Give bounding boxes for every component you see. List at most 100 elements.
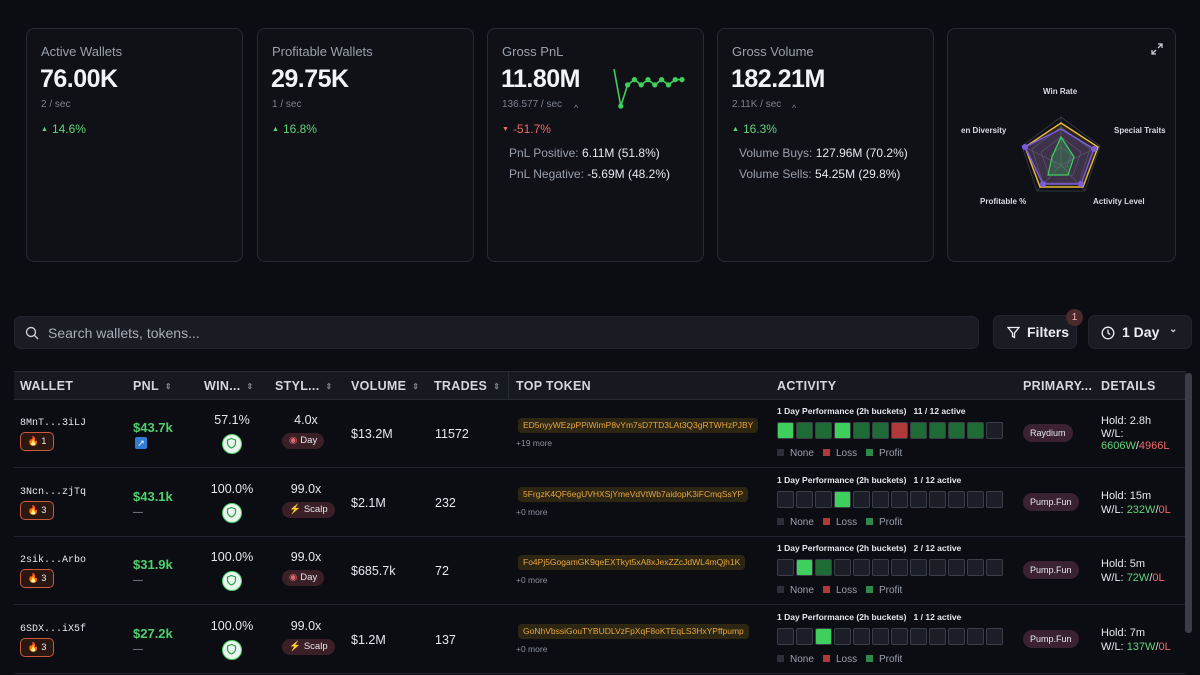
leverage: 99.0x	[290, 619, 322, 633]
activity-cell	[796, 422, 813, 439]
pnl-value: $43.1k	[133, 489, 173, 504]
wallet-address[interactable]: 6SDX...iX5f	[20, 624, 87, 635]
stat-value: 182.21M	[731, 65, 825, 93]
radar-series-purple	[1024, 128, 1095, 185]
stat-value: 11.80M	[501, 65, 581, 93]
style-badge: ⚡ Scalp	[282, 639, 335, 655]
col-details[interactable]: DETAILS	[1101, 379, 1156, 393]
fire-icon: 🔥	[27, 436, 39, 446]
wallet-address[interactable]: 8MnT...3iLJ	[20, 418, 87, 429]
chevron-down-icon: ⌄	[1169, 324, 1178, 335]
activity-cell	[853, 422, 870, 439]
more-tokens[interactable]: +0 more	[516, 575, 548, 585]
spark-point	[638, 82, 644, 88]
top-token-chip[interactable]: GoNhVbssiGouTYBUDLVzFpXqF8oKTEqLS3HxYPff…	[518, 624, 749, 639]
pnl-value: $31.9k	[133, 557, 173, 572]
filters-button[interactable]: Filters	[993, 315, 1077, 349]
rank-badge: 🔥 1	[20, 432, 54, 451]
col-trades[interactable]: TRADES ⇕	[434, 379, 501, 393]
legend-profit: Profit	[866, 517, 902, 528]
wallet-address[interactable]: 3Ncn...zjTq	[20, 487, 87, 498]
performance-title: 1 Day Performance (2h buckets) 1 / 12 ac…	[777, 475, 962, 485]
win-rate: 100.0%	[210, 619, 254, 633]
wallet-address[interactable]: 2sik...Arbo	[20, 555, 87, 566]
radar-label: Profitable %	[980, 197, 1026, 206]
legend-swatch	[777, 586, 784, 593]
pnl-value: $27.2k	[133, 626, 173, 641]
volume-buys: Volume Buys: 127.96M (70.2%)	[739, 146, 908, 160]
activity-cell	[872, 559, 889, 576]
activity-cell	[967, 559, 984, 576]
stat-card-gross-pnl: Gross PnL 11.80M 136.577 / sec ^ ▼ -51.7%…	[487, 28, 704, 262]
table-row[interactable]: 8MnT...3iLJ 🔥 1 $43.7k ↗ 57.1% 4.0x ◉ Day…	[14, 400, 1186, 468]
style-badge: ⚡ Scalp	[282, 502, 335, 518]
col-pnl[interactable]: PNL ⇕	[133, 379, 172, 393]
activity-cell	[872, 628, 889, 645]
timeframe-select[interactable]: 1 Day ⌄	[1088, 315, 1192, 349]
activity-cell	[929, 628, 946, 645]
col-wallet[interactable]: WALLET	[20, 379, 74, 393]
col-volume[interactable]: VOLUME ⇕	[351, 379, 420, 393]
top-token-chip[interactable]: 5FrgzK4QF6egUVHXSjYmeVdVtWb7aidopK3iFCmq…	[518, 487, 749, 502]
style-badge: ◉ Day	[282, 433, 325, 449]
scrollbar[interactable]	[1185, 373, 1192, 633]
stat-rate: 1 / sec	[272, 99, 302, 110]
hold-time: Hold: 15m	[1101, 490, 1152, 502]
activity-cell	[986, 491, 1003, 508]
spark-point	[665, 82, 671, 88]
style-badge: ◉ Day	[282, 570, 325, 586]
top-token-chip[interactable]: Fo4Pj5GogamGK9qeEXTkyt5xA8xJexZZcJdWL4mQ…	[518, 555, 746, 570]
legend-swatch	[823, 655, 830, 662]
hold-time: Hold: 7m	[1101, 627, 1146, 639]
chevron-up-icon[interactable]: ^	[574, 103, 579, 113]
col-activity[interactable]: ACTIVITY	[777, 379, 837, 393]
activity-cell	[986, 422, 1003, 439]
stat-rate: 2.11K / sec	[732, 99, 782, 110]
activity-cell	[929, 422, 946, 439]
top-token-chip[interactable]: ED5nyyWEzpPPiWimP8vYm7sD7TD3LAt3Q3gRTWHz…	[518, 418, 759, 433]
more-tokens[interactable]: +0 more	[516, 644, 548, 654]
stat-label: Profitable Wallets	[272, 44, 373, 59]
radar-chart: Win Rate Special Traits Activity Level P…	[961, 87, 1166, 206]
legend-swatch	[866, 586, 873, 593]
win-loss: W/L: 6606W/4966L	[1101, 428, 1170, 452]
table-row[interactable]: 3Ncn...zjTq 🔥 3 $43.1k — 100.0% 99.0x ⚡ S…	[14, 469, 1186, 537]
sort-icon: ⇕	[412, 382, 420, 391]
performance-title: 1 Day Performance (2h buckets) 11 / 12 a…	[777, 406, 966, 416]
style-icon: ◉	[289, 435, 298, 446]
expand-icon[interactable]	[1151, 43, 1163, 55]
trend-up-icon: ↗	[135, 437, 147, 449]
activity-cell	[815, 628, 832, 645]
col-primary[interactable]: PRIMARY...	[1023, 379, 1093, 393]
chevron-up-icon[interactable]: ^	[792, 103, 797, 113]
col-top-token[interactable]: TOP TOKEN	[516, 379, 591, 393]
more-tokens[interactable]: +0 more	[516, 507, 548, 517]
pnl-sub: —	[133, 575, 143, 586]
radar-label: en Diversity	[961, 126, 1007, 135]
activity-cell	[815, 422, 832, 439]
pnl-sub: —	[133, 507, 143, 518]
hold-time: Hold: 2.8h	[1101, 415, 1152, 427]
activity-cell	[967, 628, 984, 645]
down-triangle-icon: ▼	[502, 126, 509, 133]
stat-change: ▼ -51.7%	[502, 122, 551, 136]
sort-icon: ⇕	[164, 382, 172, 391]
table-row[interactable]: 6SDX...iX5f 🔥 3 $27.2k — 100.0% 99.0x ⚡ S…	[14, 606, 1186, 674]
legend-swatch	[777, 655, 784, 662]
style-icon: ⚡	[289, 641, 301, 652]
fire-icon: 🔥	[27, 505, 39, 515]
stat-card-active-wallets: Active Wallets 76.00K 2 / sec ▲ 14.6%	[26, 28, 243, 262]
sort-icon: ⇕	[246, 382, 254, 391]
activity-cell	[910, 628, 927, 645]
spark-point	[631, 77, 637, 83]
stat-value: 76.00K	[40, 65, 118, 93]
search-input[interactable]: Search wallets, tokens...	[14, 316, 979, 349]
col-style[interactable]: STYL... ⇕	[275, 379, 333, 393]
col-win[interactable]: WIN... ⇕	[204, 379, 254, 393]
pnl-positive: PnL Positive: 6.11M (51.8%)	[509, 146, 660, 160]
table-row[interactable]: 2sik...Arbo 🔥 3 $31.9k — 100.0% 99.0x ◉ D…	[14, 537, 1186, 605]
more-tokens[interactable]: +19 more	[516, 438, 553, 448]
legend-swatch	[823, 586, 830, 593]
legend-profit: Profit	[866, 654, 902, 665]
legend-none: None	[777, 585, 814, 596]
